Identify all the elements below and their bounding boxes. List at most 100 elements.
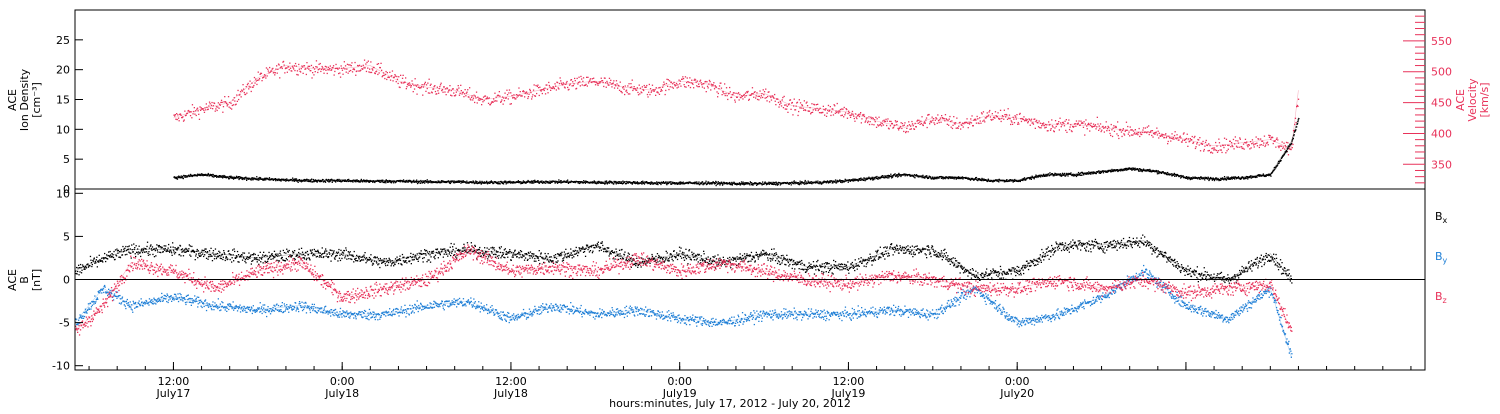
velocity-series-point	[563, 83, 565, 85]
density-series-point	[1285, 150, 1287, 153]
velocity-series-point	[365, 70, 368, 73]
velocity-series-point	[872, 117, 874, 119]
density-series-point	[913, 176, 915, 178]
bx-series-point	[184, 251, 187, 253]
density-series-point	[823, 181, 825, 184]
velocity-series-point	[469, 98, 471, 100]
density-series-point	[1204, 176, 1206, 178]
velocity-series-point	[412, 91, 414, 93]
velocity-series-point	[1032, 122, 1034, 124]
density-series-point	[567, 179, 569, 181]
density-series-point	[851, 179, 853, 181]
bx-series-point	[303, 257, 305, 259]
density-series-point	[415, 180, 417, 183]
bx-series-point	[142, 249, 145, 251]
density-series-point	[605, 180, 608, 182]
velocity-series-point	[249, 80, 251, 82]
bx-series-point	[168, 250, 170, 252]
density-series-point	[895, 175, 897, 177]
density-series-point	[474, 182, 476, 184]
velocity-series-point	[1058, 121, 1060, 123]
velocity-series-point	[344, 68, 346, 70]
velocity-series-point	[355, 74, 357, 76]
velocity-series-point	[732, 92, 735, 94]
velocity-series-point	[1060, 126, 1062, 128]
density-series-point	[1113, 169, 1115, 171]
velocity-series-point	[484, 95, 487, 97]
density-series-point	[772, 183, 775, 186]
velocity-series-point	[448, 89, 450, 91]
velocity-series-point	[760, 97, 762, 99]
velocity-series-point	[634, 88, 637, 90]
velocity-series-point	[1148, 125, 1150, 127]
velocity-series-point	[278, 64, 280, 66]
velocity-series-point	[1201, 143, 1204, 145]
density-series-point	[335, 181, 337, 183]
velocity-series-point	[451, 95, 453, 97]
bx-series-point	[338, 248, 340, 251]
velocity-series-point	[193, 110, 195, 113]
velocity-series-point	[319, 68, 321, 70]
velocity-series-point	[1131, 129, 1133, 131]
density-series-point	[1120, 170, 1122, 172]
density-series-point	[437, 181, 439, 184]
velocity-series-point	[681, 78, 683, 80]
density-series-point	[259, 176, 261, 179]
velocity-series-point	[1297, 98, 1300, 100]
density-series-point	[941, 176, 943, 178]
density-series-point	[1244, 176, 1246, 179]
velocity-series-point	[1267, 144, 1269, 146]
density-series-point	[458, 180, 460, 182]
density-series-point	[531, 181, 533, 183]
bx-series-point	[160, 251, 162, 254]
density-series-point	[880, 175, 883, 177]
density-series-trend	[173, 117, 1299, 184]
density-series-point	[792, 182, 795, 185]
density-series-point	[1296, 122, 1299, 125]
bx-series-point	[336, 254, 338, 257]
density-series-point	[508, 181, 510, 183]
velocity-series-point	[493, 98, 495, 100]
density-series-point	[1291, 142, 1293, 144]
density-series-point	[1280, 157, 1283, 159]
bx-series-point	[167, 250, 169, 252]
density-series-point	[216, 176, 218, 178]
density-series-point	[787, 182, 789, 184]
density-series-point	[890, 175, 892, 178]
density-series-point	[522, 181, 524, 184]
density-series-point	[618, 182, 620, 184]
velocity-series-point	[568, 88, 570, 91]
velocity-series-point	[562, 82, 564, 84]
velocity-series-point	[331, 67, 333, 69]
bx-series-point	[211, 255, 213, 257]
velocity-series-point	[613, 87, 616, 89]
density-series-point	[181, 175, 184, 178]
density-series-point	[733, 182, 735, 184]
velocity-series-point	[787, 111, 789, 113]
density-series-point	[494, 181, 496, 183]
bx-series-point	[126, 253, 128, 256]
velocity-series-point	[841, 114, 843, 116]
velocity-series-point	[918, 121, 921, 123]
density-series-point	[395, 180, 398, 183]
velocity-series-point	[627, 93, 630, 95]
density-series-point	[982, 178, 984, 180]
velocity-series-point	[307, 67, 309, 69]
density-series-point	[1145, 170, 1148, 172]
density-series-point	[343, 180, 346, 182]
velocity-series-point	[200, 107, 202, 109]
velocity-series-point	[742, 98, 744, 100]
velocity-series-point	[298, 63, 300, 66]
density-series-point	[882, 175, 884, 177]
density-series-point	[1127, 167, 1129, 169]
density-series-point	[328, 181, 330, 183]
density-series-point	[559, 181, 561, 183]
density-series-point	[251, 177, 253, 180]
bx-series-point	[85, 266, 87, 268]
velocity-series-point	[573, 83, 575, 85]
density-series-point	[1013, 180, 1015, 182]
velocity-series-point	[474, 101, 476, 104]
velocity-series-point	[1020, 118, 1022, 120]
density-series-point	[584, 181, 586, 183]
density-series-point	[891, 175, 893, 177]
